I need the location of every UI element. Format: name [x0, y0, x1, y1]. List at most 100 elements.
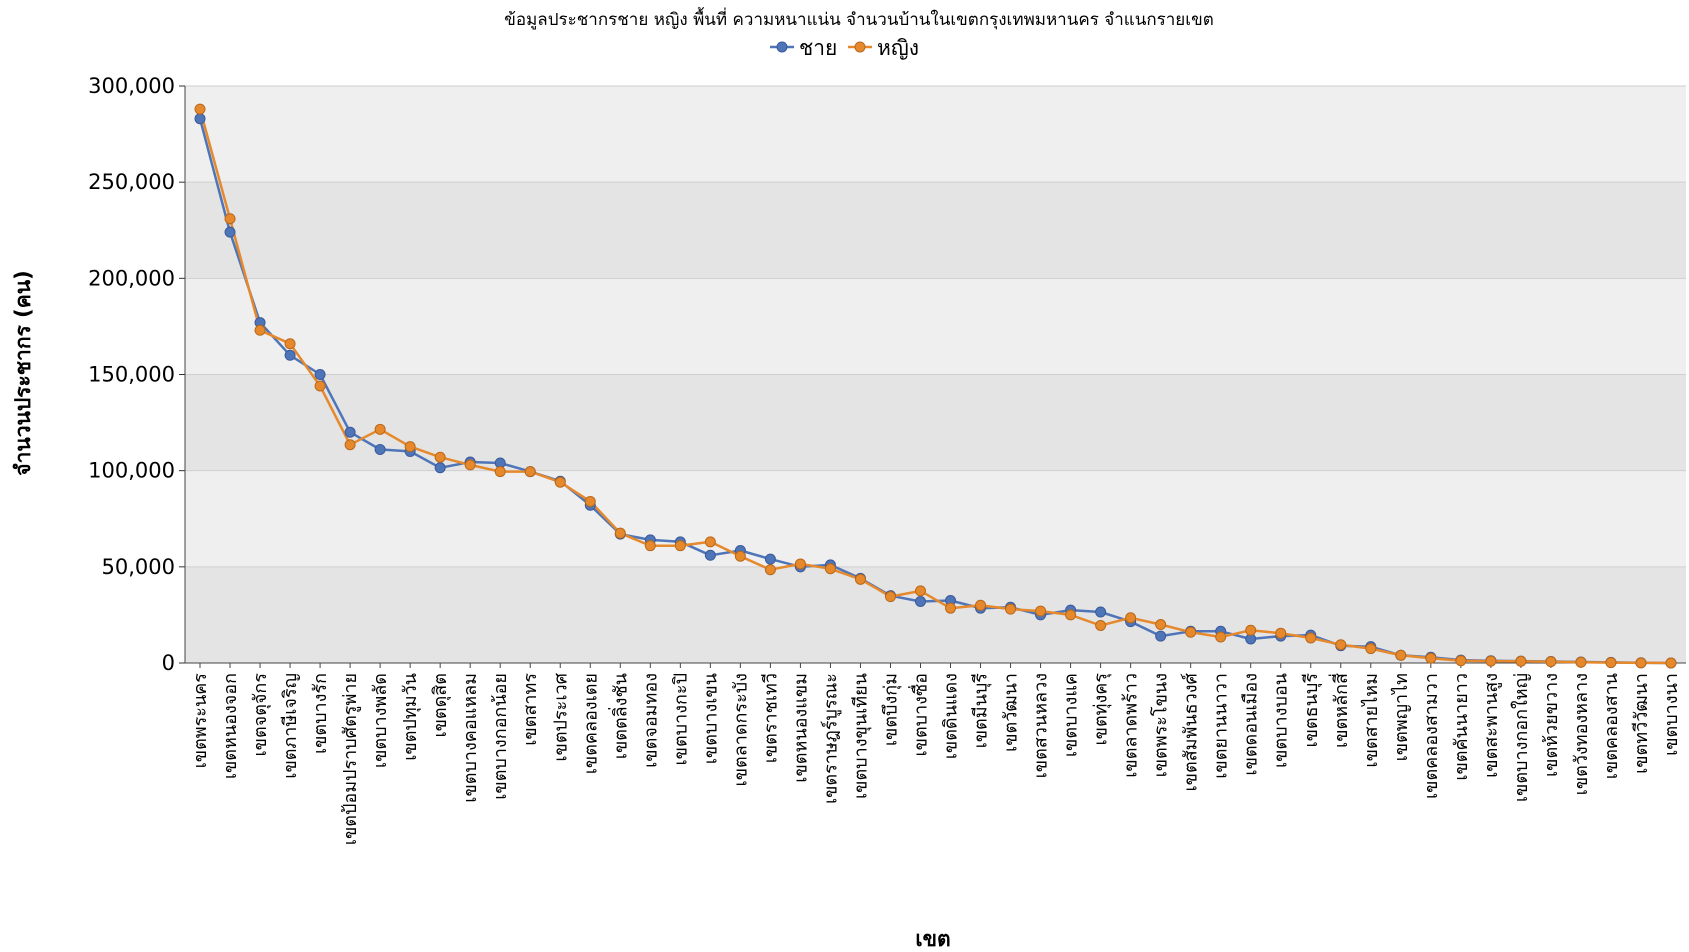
x-tick-label: เขตหนองจอก: [220, 673, 241, 779]
y-tick-label: 150,000: [88, 363, 175, 387]
data-point-series-1[interactable]: [1425, 652, 1437, 664]
data-point-series-1[interactable]: [674, 540, 686, 552]
y-tick-label: 50,000: [102, 555, 175, 579]
data-point-series-1[interactable]: [975, 599, 987, 611]
data-point-series-1[interactable]: [434, 451, 446, 463]
data-point-series-1[interactable]: [1185, 626, 1197, 638]
data-point-series-1[interactable]: [194, 103, 206, 115]
data-point-series-1[interactable]: [1575, 656, 1587, 668]
data-point-series-1[interactable]: [945, 602, 957, 614]
data-point-series-0[interactable]: [914, 595, 926, 607]
x-tick-label: เขตห้วยขวาง: [1541, 673, 1562, 777]
data-point-series-1[interactable]: [404, 441, 416, 453]
x-tick-label: เขตราษฎร์บูรณะ: [820, 673, 841, 804]
data-point-series-0[interactable]: [194, 113, 206, 125]
x-tick-label: เขตลาดกระบัง: [730, 673, 751, 786]
data-point-series-1[interactable]: [1485, 655, 1497, 667]
data-point-series-1[interactable]: [1395, 649, 1407, 661]
y-tick-label: 300,000: [88, 74, 175, 98]
data-point-series-1[interactable]: [704, 536, 716, 548]
data-point-series-0[interactable]: [1155, 630, 1167, 642]
data-point-series-0[interactable]: [314, 369, 326, 380]
data-point-series-0[interactable]: [1095, 606, 1107, 618]
data-point-series-1[interactable]: [494, 466, 506, 478]
x-tick-label: เขตบางบอน: [1271, 673, 1292, 768]
x-tick-label: เขตพญาไท: [1390, 673, 1412, 761]
data-point-series-1[interactable]: [1095, 619, 1107, 631]
data-point-series-0[interactable]: [284, 349, 296, 361]
data-point-series-1[interactable]: [374, 423, 386, 435]
plot-band: [185, 470, 1686, 567]
data-point-series-1[interactable]: [1215, 631, 1227, 643]
data-point-series-1[interactable]: [284, 338, 296, 350]
data-point-series-1[interactable]: [914, 585, 926, 597]
data-point-series-1[interactable]: [824, 563, 836, 575]
data-point-series-1[interactable]: [1275, 627, 1287, 639]
y-tick-label: 250,000: [88, 170, 175, 194]
data-point-series-1[interactable]: [1305, 632, 1317, 644]
x-tick-label: เขตบางกอกใหญ่: [1510, 673, 1532, 802]
x-tick-label: เขตทุ่งครุ: [1091, 673, 1112, 746]
data-point-series-1[interactable]: [1455, 655, 1467, 667]
data-point-series-1[interactable]: [1245, 624, 1257, 636]
data-point-series-1[interactable]: [584, 495, 596, 507]
chart-title: ข้อมูลประชากรชาย หญิง พื้นที่ ความหนาแน่…: [504, 7, 1214, 30]
x-axis-ticks: เขตพระนคร เขตหนองจอก เขตจตุจักร เขตภาษีเจริ…: [190, 672, 1682, 845]
data-point-series-1[interactable]: [1005, 603, 1017, 615]
x-tick-label: เขตราชเทวี: [760, 673, 781, 763]
data-point-series-1[interactable]: [464, 459, 476, 471]
data-point-series-1[interactable]: [1155, 619, 1167, 631]
data-point-series-0[interactable]: [704, 549, 716, 561]
x-tick-label: เขตสะพานสูง: [1481, 673, 1502, 778]
data-point-series-1[interactable]: [644, 540, 656, 552]
data-point-series-1[interactable]: [1065, 609, 1077, 621]
x-tick-label: เขตบางคอแหลม: [460, 673, 481, 803]
x-tick-label: เขตยานนาวา: [1211, 673, 1232, 779]
legend-female-marker: [854, 41, 866, 53]
data-point-series-1[interactable]: [344, 439, 356, 451]
data-point-series-1[interactable]: [884, 591, 896, 603]
x-tick-label: เขตลาดพร้าว: [1121, 673, 1142, 778]
data-point-series-1[interactable]: [794, 558, 806, 570]
data-point-series-0[interactable]: [434, 462, 446, 474]
x-tick-label: เขตปทุมวัน: [400, 673, 421, 761]
x-tick-label: เขตบางกะปิ: [670, 673, 691, 765]
y-axis-ticks: 0 50,000 100,000 150,000 200,000 250,000 300,0…: [88, 74, 175, 675]
data-point-series-0[interactable]: [224, 226, 236, 238]
x-tick-label: เขตบางเขน: [700, 673, 721, 764]
data-point-series-1[interactable]: [1545, 656, 1557, 668]
legend-item-female[interactable]: หญิง: [848, 36, 919, 60]
data-point-series-1[interactable]: [1125, 612, 1137, 624]
data-point-series-0[interactable]: [374, 444, 386, 456]
data-point-series-1[interactable]: [524, 466, 536, 478]
data-point-series-1[interactable]: [554, 476, 566, 488]
data-point-series-1[interactable]: [224, 213, 236, 225]
data-point-series-0[interactable]: [764, 553, 776, 565]
data-point-series-1[interactable]: [1635, 657, 1647, 669]
x-tick-label: เขตบางนา: [1661, 673, 1682, 756]
data-point-series-1[interactable]: [734, 550, 746, 562]
data-point-series-1[interactable]: [254, 324, 266, 336]
x-tick-label: เขตวังทองหลาง: [1571, 673, 1592, 795]
x-tick-label: เขตบางซื่อ: [907, 673, 931, 757]
x-tick-label: เขตดอนเมือง: [1241, 673, 1262, 776]
data-point-series-1[interactable]: [854, 573, 866, 585]
x-tick-label: เขตบางกอกน้อย: [490, 673, 511, 800]
x-tick-label: เขตสัมพันธวงศ์: [1181, 672, 1202, 791]
x-tick-label: เขตดินแดง: [941, 673, 962, 759]
x-tick-label: เขตประเวศ: [550, 672, 571, 761]
data-point-series-1[interactable]: [1365, 643, 1377, 655]
data-point-series-0[interactable]: [344, 426, 356, 438]
data-point-series-1[interactable]: [1035, 605, 1047, 617]
data-point-series-1[interactable]: [614, 527, 626, 539]
x-tick-label: เขตจตุจักร: [250, 673, 271, 757]
data-point-series-1[interactable]: [314, 380, 326, 392]
data-point-series-1[interactable]: [1665, 657, 1677, 669]
plot-background: [185, 86, 1686, 663]
data-point-series-1[interactable]: [1515, 655, 1527, 667]
data-point-series-1[interactable]: [764, 564, 776, 576]
legend-item-male[interactable]: ชาย: [770, 36, 837, 60]
legend[interactable]: ชาย หญิง: [770, 36, 919, 60]
data-point-series-1[interactable]: [1605, 657, 1617, 669]
data-point-series-1[interactable]: [1335, 639, 1347, 651]
